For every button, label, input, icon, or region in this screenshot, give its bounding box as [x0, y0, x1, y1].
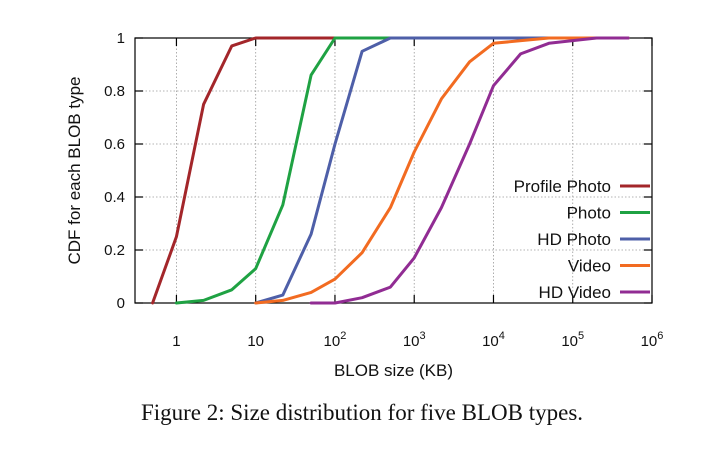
y-tick-label: 0.8	[104, 83, 125, 100]
legend-label: HD Photo	[537, 230, 611, 249]
x-tick-label: 1	[172, 333, 180, 350]
x-tick-exponent: 2	[340, 330, 346, 342]
x-tick-label: 105	[561, 330, 584, 350]
legend: Profile Photo Photo HD Photo Video HD Video	[514, 177, 650, 302]
y-axis-title: CDF for each BLOB type	[65, 76, 84, 264]
y-tick-label: 0.4	[104, 189, 125, 206]
x-tick-exponent: 5	[578, 330, 584, 342]
x-tick-base: 10	[403, 333, 420, 350]
x-tick-label: 104	[482, 330, 505, 350]
series-line-4	[309, 36, 630, 305]
series-line-3	[254, 36, 630, 305]
x-tick-exponent: 6	[657, 330, 663, 342]
x-tick-label: 106	[641, 330, 664, 350]
x-tick-label: 103	[403, 330, 426, 350]
legend-label: Photo	[567, 204, 611, 223]
y-tick-label: 1	[117, 30, 125, 47]
x-tick-label: 10	[247, 333, 264, 350]
legend-label: HD Video	[539, 283, 611, 302]
x-tick-base: 10	[324, 333, 341, 350]
x-tick-exponent: 3	[420, 330, 426, 342]
series-line-0	[151, 36, 630, 305]
x-tick-base: 10	[482, 333, 499, 350]
x-tick-label: 102	[324, 330, 347, 350]
x-axis-title: BLOB size (KB)	[334, 361, 453, 380]
y-tick-label: 0.2	[104, 242, 125, 259]
series-lines	[151, 36, 630, 305]
axis-ticks: 00.20.40.60.811 10 102 103 104 105 106	[104, 30, 663, 350]
legend-label: Video	[568, 257, 611, 276]
legend-label: Profile Photo	[514, 177, 611, 196]
chart: 00.20.40.60.811 10 102 103 104 105 106 Profile…	[65, 30, 663, 380]
series-line-2	[254, 36, 630, 305]
series-line-1	[174, 36, 630, 305]
y-tick-label: 0.6	[104, 136, 125, 153]
y-tick-label: 0	[117, 295, 125, 312]
figure-caption: Figure 2: Size distribution for five BLO…	[140, 400, 584, 425]
x-tick-base: 10	[561, 333, 578, 350]
x-tick-exponent: 4	[499, 330, 505, 342]
x-tick-base: 10	[641, 333, 658, 350]
